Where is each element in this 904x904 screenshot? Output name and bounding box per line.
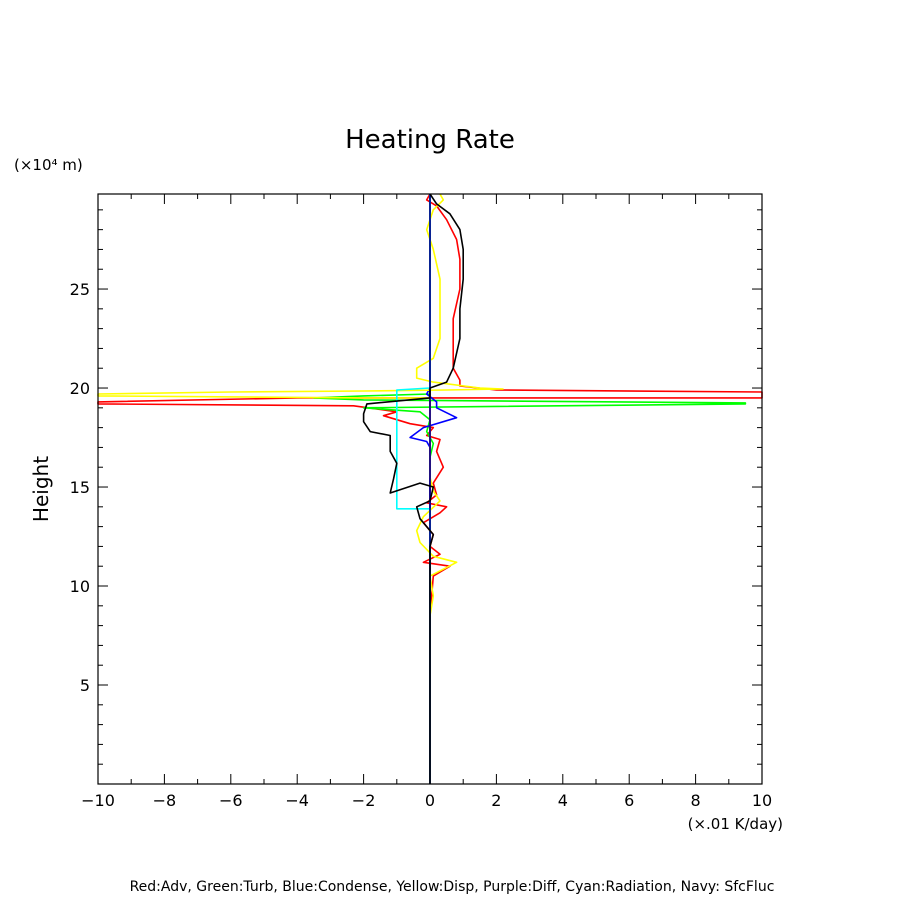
x-tick-label: −4 [285,791,309,810]
y-tick-label: 20 [70,379,90,398]
series-line-condense [409,194,458,784]
y-unit-label: (×10⁴ m) [14,156,83,174]
legend-text: Red:Adv, Green:Turb, Blue:Condense, Yell… [130,879,775,895]
series-line-turb [312,194,747,784]
x-tick-label: 0 [425,791,435,810]
x-tick-label: 10 [752,791,772,810]
plot-frame [97,193,763,785]
series-line-total [362,193,465,784]
series-lines [97,193,763,784]
y-tick-label: 25 [70,280,90,299]
axis-ticks: −10 −8 −6 −4 −2 0 2 4 6 8 10 5 10 15 20 25 [70,194,772,810]
x-tick-label: 6 [624,791,634,810]
x-tick-label: −2 [352,791,376,810]
x-tick-label: 4 [558,791,568,810]
y-tick-label: 10 [70,577,90,596]
chart-title: Heating Rate [345,125,515,155]
x-tick-label: 8 [691,791,701,810]
x-unit-label: (×.01 K/day) [688,815,783,833]
series-line-disp [97,193,504,784]
x-tick-label: 2 [491,791,501,810]
x-tick-label: −8 [153,791,177,810]
x-tick-label: −6 [219,791,243,810]
y-axis-label: Height [29,456,53,522]
x-tick-label: −10 [81,791,115,810]
y-tick-label: 15 [70,478,90,497]
y-tick-label: 5 [80,676,90,695]
